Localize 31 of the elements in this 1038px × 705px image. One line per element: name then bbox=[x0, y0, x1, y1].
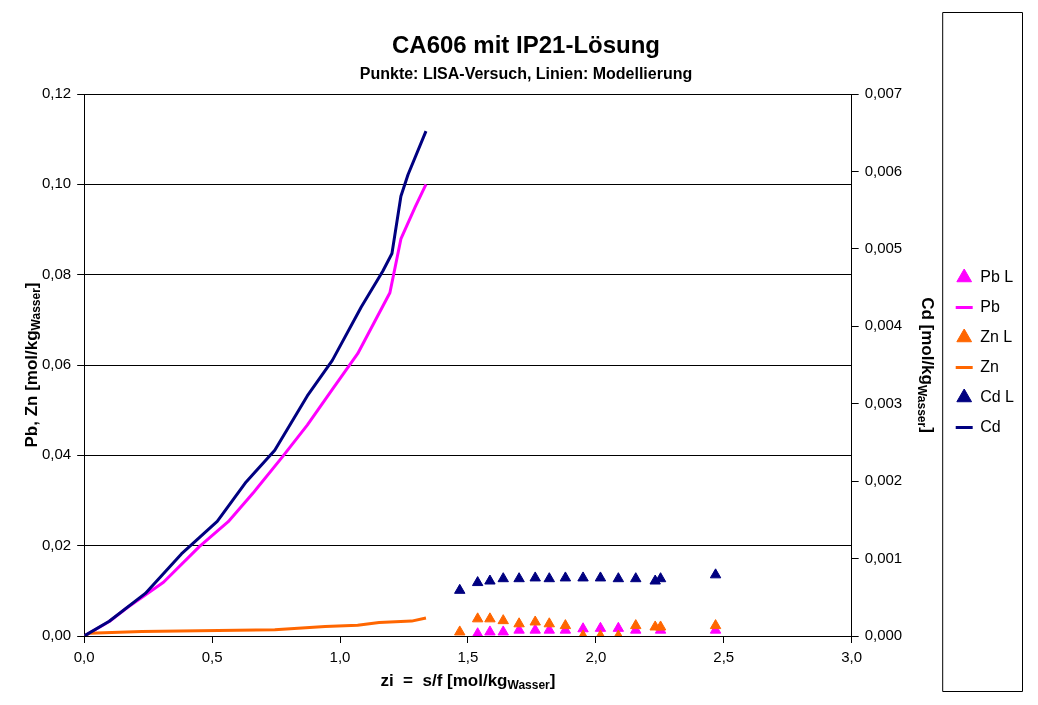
y2-tick-label: 0,006 bbox=[864, 161, 903, 179]
legend-label: Pb L bbox=[980, 267, 1014, 285]
y2-tick-label: 0,002 bbox=[864, 471, 903, 489]
legend-label: Pb bbox=[980, 297, 1000, 315]
chart-subtitle: Punkte: LISA-Versuch, Linien: Modellierung bbox=[359, 64, 693, 82]
x-tick-label: 1,0 bbox=[329, 648, 351, 666]
y2-axis-title: Cd [mol/kgWasser] bbox=[914, 297, 937, 433]
y2-tick-label: 0,003 bbox=[864, 393, 903, 411]
x-tick-label: 0,0 bbox=[73, 648, 95, 666]
y-tick-label: 0,04 bbox=[41, 445, 72, 463]
x-tick-label: 1,5 bbox=[457, 648, 479, 666]
y2-tick-label: 0,001 bbox=[864, 548, 903, 566]
y-tick-label: 0,10 bbox=[41, 174, 72, 192]
x-tick-label: 0,5 bbox=[201, 648, 223, 666]
legend-label: Cd L bbox=[980, 387, 1015, 405]
legend-label: Zn L bbox=[980, 327, 1013, 345]
y-tick-label: 0,12 bbox=[41, 84, 72, 102]
y2-tick-label: 0,004 bbox=[864, 316, 903, 334]
legend-label: Zn bbox=[980, 357, 999, 375]
y-tick-label: 0,08 bbox=[41, 264, 72, 282]
x-tick-label: 2,5 bbox=[713, 648, 735, 666]
chart-title: CA606 mit IP21-Lösung bbox=[391, 31, 661, 59]
x-tick-label: 2,0 bbox=[585, 648, 607, 666]
legend-label: Cd bbox=[980, 417, 1001, 435]
y-tick-label: 0,00 bbox=[41, 626, 72, 644]
y2-tick-label: 0,005 bbox=[864, 239, 903, 256]
y-tick-label: 0,06 bbox=[41, 355, 72, 373]
y2-tick-label: 0,007 bbox=[864, 84, 903, 102]
x-tick-label: 3,0 bbox=[841, 648, 863, 666]
y-tick-label: 0,02 bbox=[41, 535, 72, 553]
y2-tick-label: 0,000 bbox=[864, 626, 903, 644]
